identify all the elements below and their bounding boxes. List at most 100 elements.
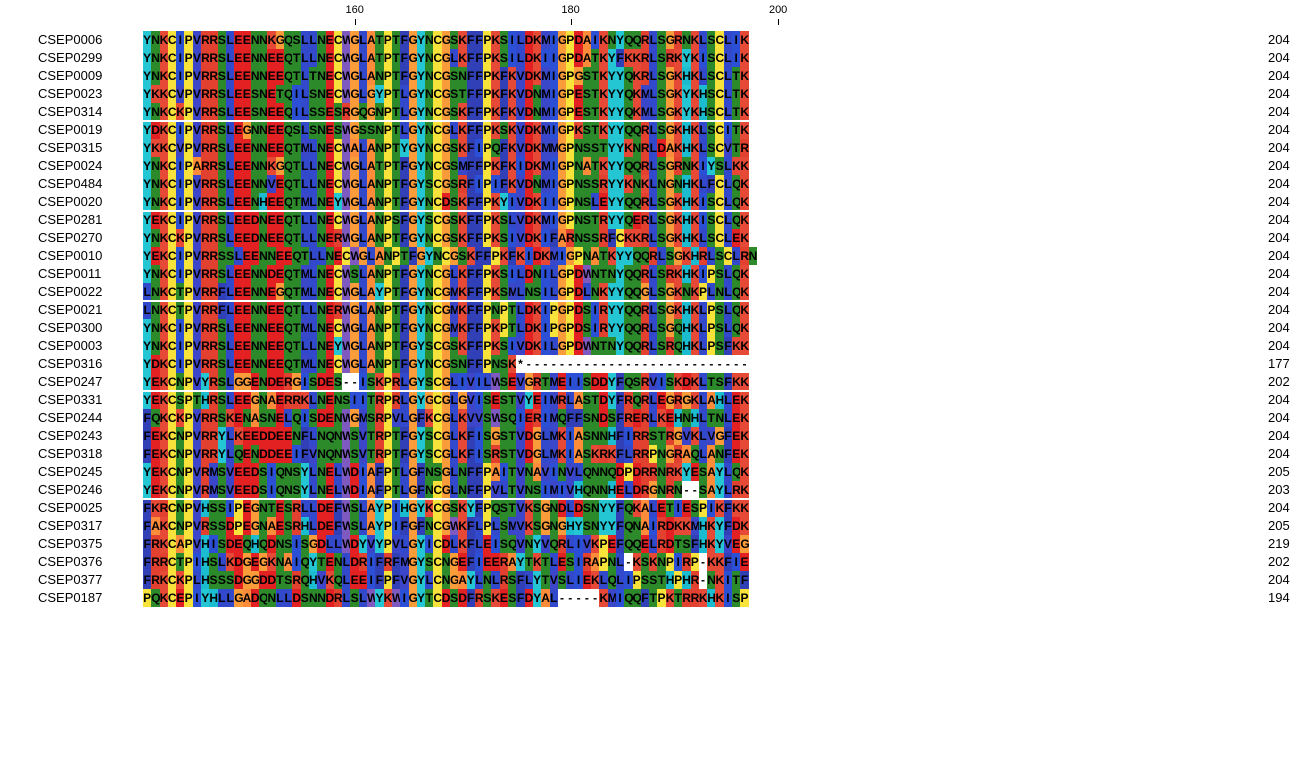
residue-cell: E: [267, 355, 276, 373]
residue-cell: R: [557, 391, 567, 409]
residue-cell: K: [508, 157, 517, 175]
residue-cell: E: [732, 535, 741, 553]
group-separator: [143, 120, 1255, 122]
residue-cell: C: [433, 499, 442, 517]
residue-cell: E: [275, 175, 285, 193]
residue-cell: S: [458, 247, 467, 265]
residue-cell: N: [491, 301, 500, 319]
residue-cell: W: [342, 463, 351, 481]
residue-cell: L: [308, 247, 318, 265]
sequence-end-position: 204: [1268, 122, 1290, 137]
residue-cell: D: [325, 589, 334, 607]
residue-cell: S: [657, 337, 666, 355]
residue-cell: N: [425, 139, 434, 157]
residue-cell: L: [333, 481, 343, 499]
residue-cell: P: [566, 121, 575, 139]
residue-cell: R: [209, 67, 218, 85]
alignment-row: CSEP0020 Y N K C I P V R R S L E E N H E E Q T M L N E Y W G L A N P T F…: [0, 193, 1299, 211]
residue-cell: Y: [143, 463, 152, 481]
residue-cell: K: [649, 553, 658, 571]
residue-cell: T: [524, 553, 533, 571]
residue-cell: G: [557, 283, 567, 301]
residue-cell: Q: [333, 571, 343, 589]
residue-cell: K: [491, 265, 500, 283]
residue-cell: P: [383, 85, 392, 103]
residue-cell: N: [425, 67, 434, 85]
sequence-end-position: 204: [1268, 338, 1290, 353]
residue-cell: I: [176, 265, 185, 283]
residue-cell: R: [375, 445, 384, 463]
residue-cell: K: [499, 247, 509, 265]
alignment-row: CSEP0011 Y N K C I P V R R S L E E N N D E Q T M L N E C W S L A N P T F…: [0, 265, 1299, 283]
residue-cell: G: [408, 265, 417, 283]
residue-cell: L: [358, 211, 368, 229]
residue-cell: K: [425, 499, 434, 517]
residue-cell: P: [566, 175, 575, 193]
residue-cell: P: [698, 499, 708, 517]
residue-cell: S: [582, 319, 592, 337]
residue-cell: Q: [242, 535, 251, 553]
residue-cell: C: [167, 157, 177, 175]
residue-cell: L: [308, 193, 318, 211]
residue-cell: F: [723, 373, 733, 391]
residue-cell: K: [690, 319, 699, 337]
ruler-tick-mark: [778, 19, 779, 25]
residue-cell: G: [408, 463, 417, 481]
residue-cell: G: [242, 571, 251, 589]
residue-cell: L: [225, 49, 235, 67]
residue-cell: L: [225, 103, 235, 121]
residue-cell: K: [508, 103, 517, 121]
residue-cell: L: [649, 229, 658, 247]
alignment-row: CSEP0245 Y E K C N P V R M S V E E D S I Q N S Y L N E L W D I A F P T L…: [0, 463, 1299, 481]
residue-cell: E: [267, 85, 276, 103]
sequence-name: CSEP0247: [38, 374, 103, 389]
residue-cell: N: [532, 85, 542, 103]
residue-cell: L: [732, 247, 741, 265]
residue-cell: E: [732, 427, 741, 445]
residue-cell: Y: [615, 283, 625, 301]
residue-cell: E: [151, 211, 160, 229]
residue-cell: R: [333, 589, 343, 607]
residue-cell: L: [358, 265, 368, 283]
sequence-name: CSEP0006: [38, 32, 103, 47]
residue-cell: E: [267, 337, 276, 355]
residue-cell: N: [632, 517, 641, 535]
residue-cell: D: [524, 445, 533, 463]
alignment-row: CSEP0006 Y N K C I P V R R S L E E N N K G Q S L L N E C W G L A T P T F…: [0, 31, 1299, 49]
residue-cell: K: [159, 121, 168, 139]
residue-cell: C: [333, 31, 343, 49]
residue-cell: F: [375, 481, 384, 499]
residue-cell: I: [732, 49, 741, 67]
residue-cell: L: [225, 391, 235, 409]
residue-cell: R: [640, 445, 650, 463]
residue-cell: S: [707, 31, 716, 49]
residue-cell: S: [217, 337, 226, 355]
residue-cell: H: [682, 67, 691, 85]
residue-cell: N: [317, 175, 326, 193]
residue-cell: S: [499, 211, 509, 229]
residue-cell: F: [466, 31, 475, 49]
residue-cell: E: [250, 373, 260, 391]
residue-cell: S: [449, 31, 459, 49]
residue-cell: I: [391, 499, 401, 517]
residue-cell: T: [317, 553, 326, 571]
residue-cell: P: [184, 337, 193, 355]
residue-cell: C: [167, 121, 177, 139]
residue-cell: Q: [284, 103, 293, 121]
residue-cell: E: [242, 229, 251, 247]
residue-cell: K: [159, 139, 168, 157]
residue-cell: G: [250, 517, 260, 535]
residue-cell: N: [441, 571, 450, 589]
residue-cell: V: [516, 229, 525, 247]
residue-cell: S: [499, 283, 509, 301]
residue-cell: E: [234, 535, 243, 553]
residue-cell: R: [201, 427, 210, 445]
residue-cell: T: [292, 319, 301, 337]
residue-cell: K: [707, 553, 716, 571]
residue-cell: Y: [615, 301, 625, 319]
residue-cell: D: [524, 301, 533, 319]
residue-cell: Y: [416, 103, 426, 121]
residue-cell: R: [665, 481, 674, 499]
